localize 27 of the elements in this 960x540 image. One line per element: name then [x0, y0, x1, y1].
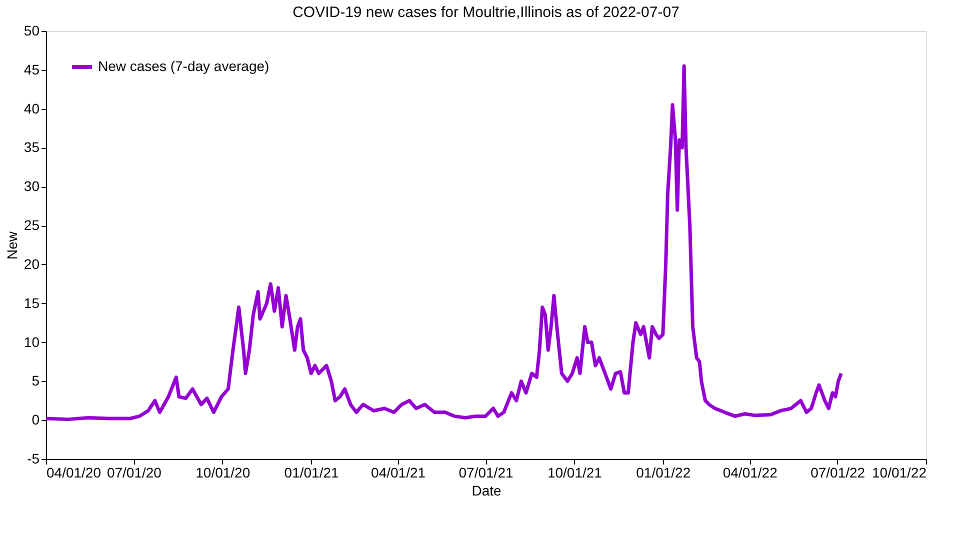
- y-tick-label: 10: [24, 334, 40, 350]
- y-tick-label: 45: [24, 61, 40, 78]
- chart-title: COVID-19 new cases for Moultrie,Illinois as of 2022-07-07: [292, 4, 680, 21]
- y-tick-label: 40: [24, 100, 40, 116]
- y-tick-label: 15: [24, 294, 40, 311]
- x-tick-label: 04/01/21: [371, 464, 426, 480]
- x-tick-label: 01/01/21: [284, 464, 340, 480]
- x-tick-label: 04/01/22: [722, 464, 778, 480]
- y-tick-label: 5: [32, 372, 40, 389]
- y-tick-label: 50: [24, 22, 40, 38]
- x-tick-label: 07/01/20: [106, 464, 162, 480]
- x-tick-label: 07/01/21: [458, 464, 514, 480]
- x-tick-label: 10/01/20: [196, 464, 250, 480]
- legend-label: New cases (7-day average): [98, 58, 270, 74]
- y-tick-label: -5: [27, 450, 40, 466]
- y-tick-label: 35: [24, 139, 40, 156]
- x-tick-label: 01/01/22: [636, 464, 691, 480]
- y-tick-label: 20: [24, 256, 40, 272]
- y-tick-label: 30: [24, 178, 40, 194]
- x-tick-label: 07/01/22: [810, 464, 866, 480]
- x-tick-label: 04/01/20: [46, 464, 102, 480]
- x-tick-label: 10/01/22: [872, 464, 927, 480]
- y-tick-label: 25: [24, 217, 40, 234]
- x-tick-label: 10/01/21: [547, 464, 602, 480]
- y-axis-title: New: [4, 230, 20, 260]
- x-axis-title: Date: [472, 482, 502, 498]
- y-tick-label: 0: [32, 412, 40, 428]
